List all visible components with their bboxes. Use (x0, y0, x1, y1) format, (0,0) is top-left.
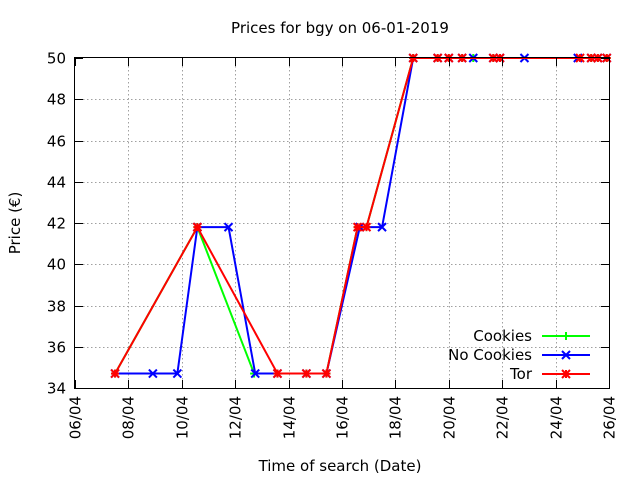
marker-stroke (250, 368, 260, 379)
data-point-marker (148, 368, 158, 379)
y-tick-label: 40 (47, 256, 66, 274)
marker-stroke (561, 369, 571, 379)
x-tick-label: 16/04 (334, 396, 352, 439)
legend-label: No Cookies (448, 346, 532, 364)
x-tick-label: 20/04 (441, 396, 459, 439)
marker-stroke (172, 368, 183, 379)
y-tick-label: 48 (47, 91, 66, 109)
data-point-marker (272, 368, 283, 379)
legend-label: Cookies (473, 327, 532, 345)
data-point-marker (250, 368, 260, 379)
y-tick-label: 50 (47, 50, 66, 68)
x-tick-label: 18/04 (387, 396, 405, 439)
series-no-cookies (110, 53, 612, 379)
series-line (114, 57, 607, 375)
y-axis-label: Price (€) (6, 192, 24, 255)
x-tick-label: 24/04 (548, 396, 566, 439)
data-point-marker (352, 222, 363, 232)
axis-ticks (75, 58, 610, 389)
data-point-marker (377, 222, 387, 232)
marker-stroke (561, 350, 571, 360)
marker-stroke (148, 368, 158, 379)
x-axis-label: Time of search (Date) (258, 457, 422, 475)
data-point-marker (561, 350, 571, 360)
y-tick-label: 38 (47, 298, 66, 316)
plot-frame (74, 57, 610, 389)
marker-stroke (321, 368, 332, 379)
marker-stroke (110, 368, 120, 379)
series-cookies (111, 54, 611, 378)
data-point-marker (562, 332, 570, 340)
marker-stroke (192, 222, 203, 232)
data-point-marker (172, 368, 183, 379)
data-point-marker (192, 222, 203, 232)
x-tick-label: 12/04 (227, 396, 245, 439)
y-tick-label: 42 (47, 215, 66, 233)
y-tick-label: 44 (47, 174, 66, 192)
series-line (115, 57, 607, 375)
data-point-marker (561, 369, 571, 379)
x-tick-label: 14/04 (281, 396, 299, 439)
x-tick-label: 26/04 (601, 396, 619, 439)
x-tick-label: 10/04 (174, 396, 192, 439)
marker-stroke (301, 368, 312, 379)
series-line (114, 57, 607, 375)
x-axis-tick-labels: 06/04 08/04 10/04 12/04 14/04 16/04 18/04 20/04… (67, 396, 619, 439)
marker-stroke (272, 368, 283, 379)
marker-stroke (223, 222, 234, 232)
marker-stroke (377, 222, 387, 232)
y-tick-label: 46 (47, 133, 66, 151)
data-point-marker (110, 368, 120, 379)
y-tick-label: 34 (47, 380, 66, 398)
data-point-marker (321, 368, 332, 379)
x-tick-label: 06/04 (67, 396, 85, 439)
y-tick-label: 36 (47, 339, 66, 357)
chart-title: Prices for bgy on 06-01-2019 (231, 19, 449, 37)
data-point-marker (301, 368, 312, 379)
marker-stroke (361, 222, 372, 232)
data-point-marker (361, 222, 372, 232)
grid-lines (75, 58, 609, 388)
data-point-marker (223, 222, 234, 232)
legend-label: Tor (509, 365, 533, 383)
series-layer (110, 53, 612, 379)
x-tick-label: 22/04 (494, 396, 512, 439)
series-tor (110, 53, 612, 379)
y-axis-tick-labels: 34 36 38 40 42 44 46 48 50 (47, 50, 66, 398)
marker-stroke (352, 222, 363, 232)
x-tick-label: 08/04 (120, 396, 138, 439)
